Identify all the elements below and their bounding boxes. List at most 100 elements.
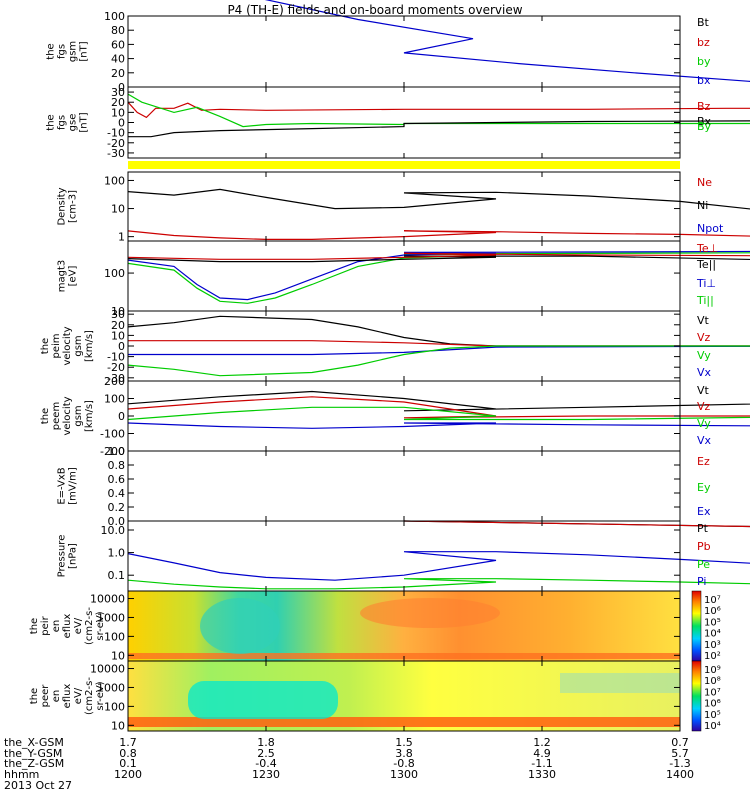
peem_velocity-series-blue: [127, 422, 750, 429]
peem_velocity-legend-3: Vx: [697, 434, 712, 447]
fgs_mag-ytick-label: 60: [111, 38, 125, 51]
fgs_mag-legend-1: bz: [697, 36, 710, 49]
fgs_gse-frame: [127, 86, 681, 159]
peem_velocity-ylabel: velocity: [62, 396, 73, 435]
peer_eflux-ylabel: peer: [40, 684, 51, 708]
pressure-ytick-label: 10.0: [101, 524, 126, 537]
peir_eflux-ytick-label: 100: [104, 630, 125, 643]
temperature-series-green: [127, 252, 750, 304]
peer_eflux-ylabel: eflux: [62, 684, 73, 709]
xaxis-row-value: 0.7: [671, 736, 689, 749]
peem_velocity-series-black: [127, 390, 750, 412]
peer_eflux-colorbar-tick: 10⁴: [704, 721, 721, 732]
peim_velocity-ylabel: gsm: [73, 335, 84, 356]
peim_velocity-ytick-label: 0: [118, 340, 125, 353]
peim_velocity-ytick-label: 20: [111, 319, 125, 332]
fgs_mag-ytick-label: 40: [111, 53, 125, 66]
peir_eflux-ylabel: the: [29, 618, 40, 634]
peim_velocity-ylabel: peim: [51, 333, 62, 358]
peem_velocity-ylabel: [km/s]: [84, 400, 95, 432]
peer_eflux-ylabel: eV/: [73, 687, 84, 704]
peir_eflux-colorbar: [691, 590, 702, 662]
temperature-ylabel: magt3: [57, 260, 68, 293]
chart-title: P4 (TH-E) fields and on-board moments ov…: [227, 3, 522, 17]
efield-ylabel: [mV/m]: [68, 467, 79, 505]
temperature-series-red: [127, 252, 750, 260]
efield-ytick-label: 0.2: [108, 501, 126, 514]
efield-ytick-label: 0.4: [108, 487, 126, 500]
density-ytick-label: 100: [104, 174, 125, 187]
peim_velocity-series-red: [128, 340, 750, 347]
fgs_gse-legend-2: By: [697, 120, 712, 133]
peim_velocity-ytick-label: -20: [107, 361, 125, 374]
xaxis-row-label: the_X-GSM: [4, 736, 64, 749]
pressure-legend-1: Pb: [697, 540, 711, 553]
xaxis-row-value: 1.8: [257, 736, 275, 749]
peer_eflux-colorbar-tick: 10⁵: [704, 710, 721, 721]
fgs_gse-ylabel: fgs: [57, 115, 68, 130]
peem_velocity-ytick-label: 0: [118, 410, 125, 423]
efield-legend-2: Ex: [697, 505, 711, 518]
fgs_gse-series-black: [128, 120, 750, 138]
xaxis-row-value: 3.8: [395, 747, 413, 760]
peir_eflux-ytick-label: 10: [111, 649, 125, 662]
peir_eflux-hot-region: [360, 598, 500, 628]
peir_eflux-colorbar-tick: 10⁷: [704, 595, 721, 606]
peim_velocity-legend-2: Vy: [697, 349, 711, 362]
fgs_mag-ytick-label: 0: [118, 81, 125, 94]
peim_velocity-series-green: [127, 345, 750, 377]
peir_eflux-ylabel: (cm2-s-: [84, 607, 95, 645]
efield-legend-1: Ey: [697, 481, 711, 494]
peem_velocity-series-green: [127, 406, 750, 421]
xaxis-row-value: 1400: [666, 768, 694, 781]
peim_velocity-ytick-label: -30: [107, 372, 125, 385]
peir_eflux-colorbar-tick: 10⁴: [704, 629, 721, 640]
peem_velocity-ytick-label: -100: [100, 428, 125, 441]
density-legend-1: Ni: [697, 199, 708, 212]
temperature-series-black: [127, 255, 750, 263]
fgs_mag-legend-3: bx: [697, 74, 711, 87]
fgs_gse-ylabel: the: [46, 114, 57, 130]
peem_velocity-legend-1: Vz: [697, 400, 711, 413]
xaxis-row-value: 1.7: [119, 736, 137, 749]
fgs_gse-ytick-label: 30: [111, 86, 125, 99]
fgs_mag-legend-0: Bt: [697, 16, 710, 29]
efield-ytick-label: 0.8: [108, 459, 126, 472]
xaxis-row-value: -1.1: [531, 757, 552, 770]
pressure-ytick-label: 0.1: [108, 569, 126, 582]
pressure-legend-3: Pi: [697, 575, 706, 588]
peem_velocity-ytick-label: -200: [100, 445, 125, 458]
date-label: 2013 Oct 27: [4, 779, 72, 792]
fgs_gse-ylabel: [nT]: [79, 112, 90, 132]
xaxis-row-value: 0.1: [119, 757, 137, 770]
fgs_mag-legend-2: by: [697, 55, 711, 68]
peem_velocity-ylabel: gsm: [73, 405, 84, 426]
density-ytick-label: 1: [118, 231, 125, 244]
fgs_gse-ytick-label: -30: [107, 147, 125, 160]
peer_eflux-ylabel: (cm2-s-: [84, 677, 95, 715]
peir_eflux-colorbar-tick: 10⁵: [704, 617, 721, 628]
peir_eflux-ylabel: peir: [40, 615, 51, 635]
peim_velocity-ytick-label: -10: [107, 351, 125, 364]
temperature-legend-0: Te⊥: [696, 242, 718, 255]
peer_eflux-colorbar-tick: 10⁹: [704, 665, 721, 676]
fgs_mag-ylabel: the: [46, 43, 57, 59]
temperature-legend-1: Te||: [696, 258, 716, 271]
peer_eflux-upper-band: [560, 673, 680, 693]
temperature-legend-3: Ti||: [696, 294, 714, 307]
density-ytick-label: 10: [111, 203, 125, 216]
peer_eflux-ylabel: the: [29, 688, 40, 704]
peer_eflux-colorbar-tick: 10⁶: [704, 699, 721, 710]
fgs_gse-ylabel: gse: [68, 114, 79, 132]
pressure-ylabel: [nPa]: [68, 543, 79, 569]
peem_velocity-legend-2: Vy: [697, 417, 711, 430]
temperature-ytick-label: 100: [104, 267, 125, 280]
temperature-ylabel: [eV]: [68, 266, 79, 287]
peim_velocity-legend-0: Vt: [697, 314, 710, 327]
fgs_mag-ylabel: gsm: [68, 41, 79, 62]
peim_velocity-ylabel: [km/s]: [84, 330, 95, 362]
efield-legend-0: Ez: [697, 455, 710, 468]
density-ylabel: Density: [57, 187, 68, 225]
peer_eflux-ytick-label: 1000: [97, 681, 125, 694]
pressure-legend-2: Pe: [697, 558, 710, 571]
